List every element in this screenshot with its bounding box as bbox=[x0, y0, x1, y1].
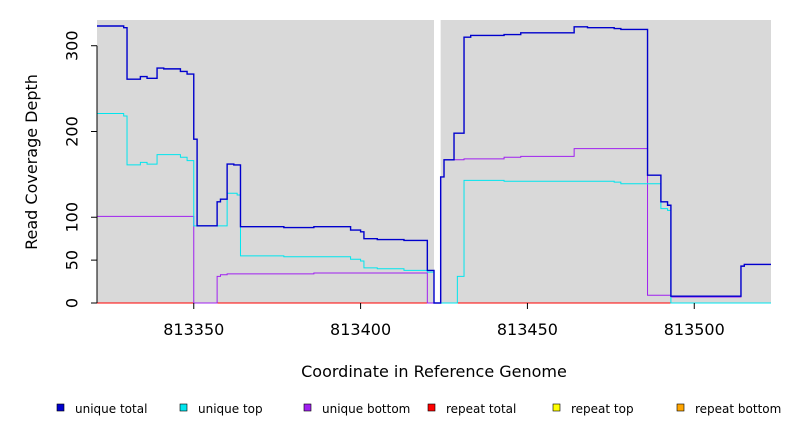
y-axis: 0 50 100 200 300 bbox=[63, 30, 98, 308]
legend-swatch-repeat-bottom bbox=[676, 403, 685, 412]
y-tick-label: 300 bbox=[63, 30, 82, 61]
legend-swatch-repeat-top bbox=[552, 403, 561, 412]
y-tick-label: 100 bbox=[63, 202, 82, 233]
x-axis-title: Coordinate in Reference Genome bbox=[301, 362, 567, 381]
legend-swatch-unique-bottom bbox=[303, 403, 312, 412]
series-layer bbox=[97, 25, 771, 304]
x-tick-label: 813400 bbox=[330, 320, 391, 339]
legend-label-repeat-top: repeat top bbox=[571, 402, 634, 416]
legend-swatch-repeat-total bbox=[427, 403, 436, 412]
y-tick-label: 0 bbox=[63, 298, 82, 308]
legend-label-unique-bottom: unique bottom bbox=[322, 402, 410, 416]
legend-swatch-unique-top bbox=[179, 403, 188, 412]
legend-label-unique-total: unique total bbox=[75, 402, 147, 416]
x-tick-label: 813450 bbox=[497, 320, 558, 339]
legend-label-repeat-bottom: repeat bottom bbox=[695, 402, 781, 416]
series-line-unique-total bbox=[97, 25, 771, 304]
legend: unique total unique top unique bottom repea… bbox=[56, 402, 781, 416]
series-line-unique-top bbox=[97, 112, 771, 304]
y-axis-title: Read Coverage Depth bbox=[22, 74, 41, 250]
x-axis: 813350 813400 813450 813500 bbox=[163, 303, 725, 339]
legend-label-repeat-total: repeat total bbox=[446, 402, 516, 416]
y-tick-label: 50 bbox=[63, 250, 82, 270]
x-tick-label: 813500 bbox=[664, 320, 725, 339]
y-tick-label: 200 bbox=[63, 116, 82, 147]
legend-label-unique-top: unique top bbox=[198, 402, 263, 416]
x-tick-label: 813350 bbox=[163, 320, 224, 339]
legend-swatch-unique-total bbox=[56, 403, 65, 412]
gap-band bbox=[434, 20, 441, 303]
